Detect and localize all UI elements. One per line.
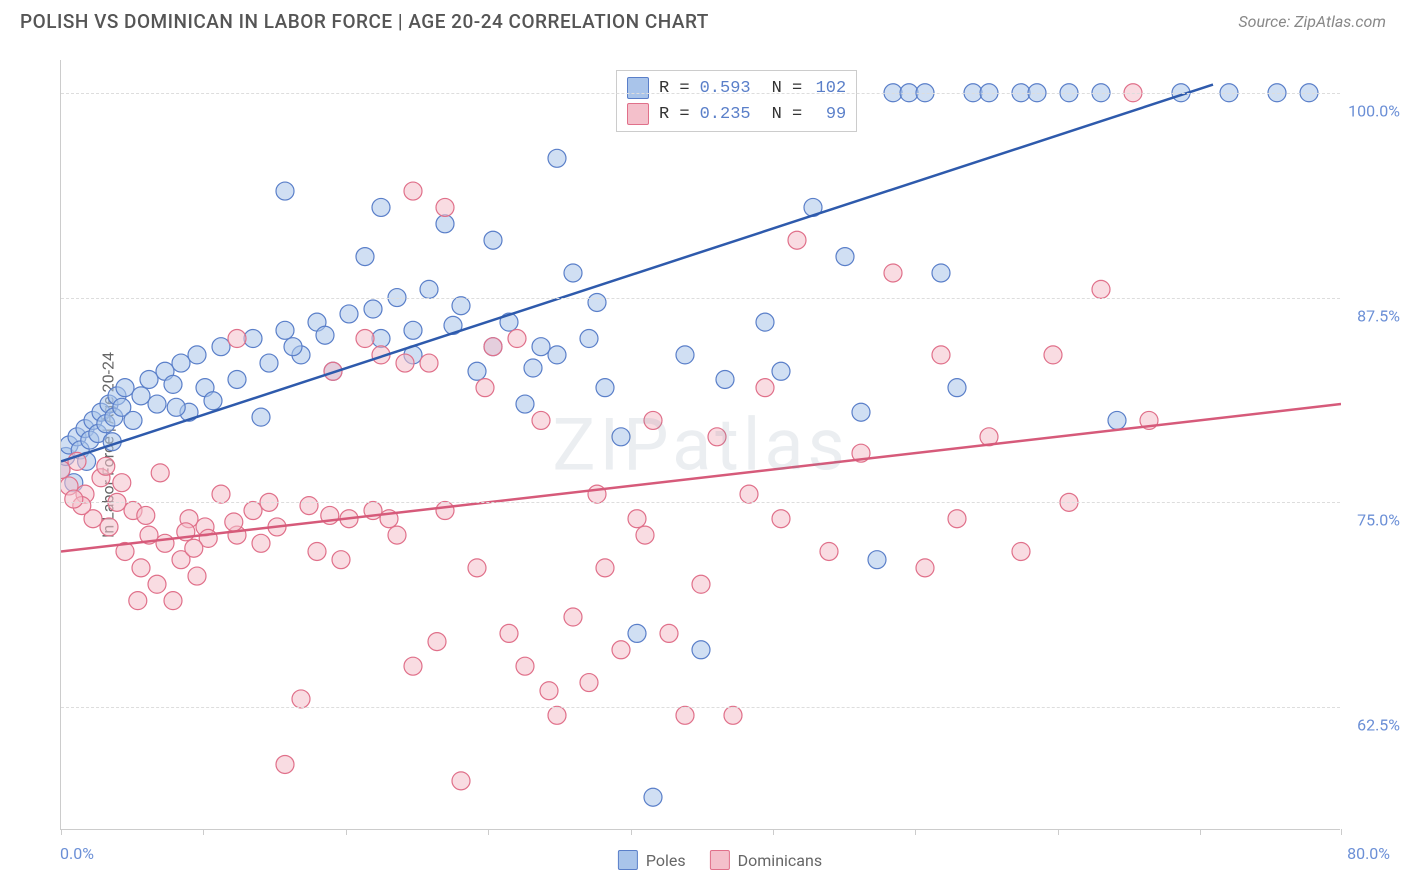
n-value-poles: 102 bbox=[812, 79, 846, 98]
x-tick bbox=[631, 829, 632, 835]
legend-item-dominicans: Dominicans bbox=[710, 850, 822, 870]
x-tick-first: 0.0% bbox=[60, 844, 94, 863]
y-tick-label: 100.0% bbox=[1348, 101, 1400, 120]
gridline bbox=[61, 502, 1340, 503]
x-tick bbox=[915, 829, 916, 835]
r-label: R = bbox=[659, 79, 690, 98]
n-label: N = bbox=[772, 79, 803, 98]
legend-swatch-poles bbox=[627, 77, 649, 99]
legend-swatch-dominicans bbox=[627, 103, 649, 125]
legend-label-dominicans: Dominicans bbox=[738, 851, 822, 870]
legend-label-poles: Poles bbox=[646, 851, 686, 870]
legend-series: Poles Dominicans bbox=[618, 850, 822, 870]
legend-correlation: R = 0.593 N = 102 R = 0.235 N = 99 bbox=[616, 70, 857, 132]
y-tick-label: 75.0% bbox=[1357, 511, 1400, 530]
x-tick bbox=[346, 829, 347, 835]
r-value-dominicans: 0.235 bbox=[700, 105, 756, 124]
header: POLISH VS DOMINICAN IN LABOR FORCE | AGE… bbox=[0, 0, 1406, 43]
chart-container: In Labor Force | Age 20-24 ZIPatlas R = … bbox=[50, 50, 1390, 840]
x-tick-last: 80.0% bbox=[1347, 844, 1390, 863]
x-tick bbox=[1058, 829, 1059, 835]
n-value-dominicans: 99 bbox=[812, 105, 846, 124]
scatter-svg bbox=[61, 60, 1341, 830]
legend-row-dominicans: R = 0.235 N = 99 bbox=[627, 101, 846, 127]
x-tick bbox=[203, 829, 204, 835]
legend-swatch-poles bbox=[618, 850, 638, 870]
source-label: Source: ZipAtlas.com bbox=[1238, 12, 1386, 31]
y-tick-label: 62.5% bbox=[1357, 716, 1400, 735]
legend-swatch-dominicans bbox=[710, 850, 730, 870]
page-title: POLISH VS DOMINICAN IN LABOR FORCE | AGE… bbox=[20, 10, 709, 33]
gridline bbox=[61, 93, 1340, 94]
legend-item-poles: Poles bbox=[618, 850, 686, 870]
x-tick bbox=[488, 829, 489, 835]
x-tick bbox=[61, 829, 62, 835]
gridline bbox=[61, 298, 1340, 299]
gridline bbox=[61, 707, 1340, 708]
legend-row-poles: R = 0.593 N = 102 bbox=[627, 75, 846, 101]
r-value-poles: 0.593 bbox=[700, 79, 756, 98]
plot-area: ZIPatlas R = 0.593 N = 102 R = 0.235 N =… bbox=[60, 60, 1340, 830]
x-tick bbox=[1200, 829, 1201, 835]
y-tick-label: 87.5% bbox=[1357, 306, 1400, 325]
x-tick bbox=[1341, 829, 1342, 835]
x-tick bbox=[773, 829, 774, 835]
r-label: R = bbox=[659, 105, 690, 124]
n-label: N = bbox=[772, 105, 803, 124]
